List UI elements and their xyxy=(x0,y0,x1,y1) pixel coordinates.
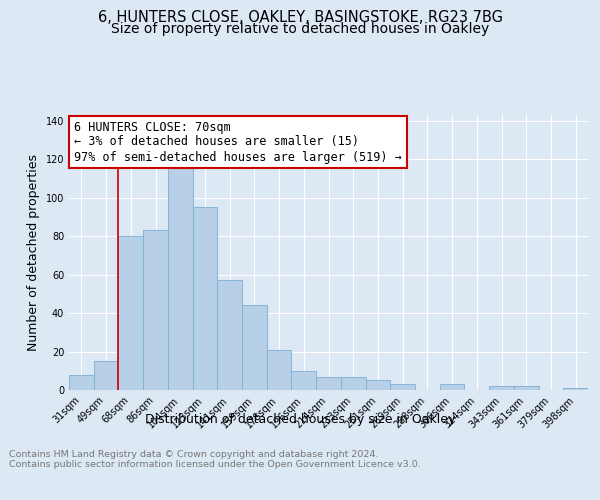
Bar xyxy=(390,384,415,390)
Bar xyxy=(563,388,588,390)
Bar xyxy=(217,280,242,390)
Bar xyxy=(94,361,118,390)
Text: Contains HM Land Registry data © Crown copyright and database right 2024.
Contai: Contains HM Land Registry data © Crown c… xyxy=(9,450,421,469)
Bar xyxy=(365,380,390,390)
Bar xyxy=(267,350,292,390)
Y-axis label: Number of detached properties: Number of detached properties xyxy=(27,154,40,351)
Bar xyxy=(143,230,168,390)
Text: Size of property relative to detached houses in Oakley: Size of property relative to detached ho… xyxy=(111,22,489,36)
Text: Distribution of detached houses by size in Oakley: Distribution of detached houses by size … xyxy=(145,412,455,426)
Bar xyxy=(514,386,539,390)
Text: 6, HUNTERS CLOSE, OAKLEY, BASINGSTOKE, RG23 7BG: 6, HUNTERS CLOSE, OAKLEY, BASINGSTOKE, R… xyxy=(97,10,503,25)
Bar xyxy=(440,384,464,390)
Bar xyxy=(193,208,217,390)
Bar xyxy=(341,376,365,390)
Bar xyxy=(168,144,193,390)
Bar xyxy=(316,376,341,390)
Bar xyxy=(242,306,267,390)
Bar xyxy=(69,374,94,390)
Bar xyxy=(292,371,316,390)
Text: 6 HUNTERS CLOSE: 70sqm
← 3% of detached houses are smaller (15)
97% of semi-deta: 6 HUNTERS CLOSE: 70sqm ← 3% of detached … xyxy=(74,120,402,164)
Bar xyxy=(489,386,514,390)
Bar xyxy=(118,236,143,390)
